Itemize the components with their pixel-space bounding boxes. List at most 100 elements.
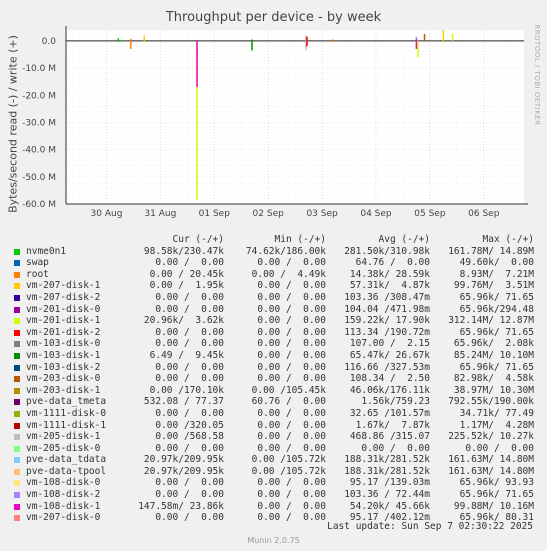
legend-max: 65.96k/ 71.65 — [459, 326, 534, 338]
legend-name: vm-205-disk-1 — [26, 431, 101, 443]
legend-min: 0.00 / 0.00 — [257, 407, 326, 419]
legend-swatch — [14, 480, 20, 487]
legend-swatch — [14, 422, 20, 429]
legend-cur: 0.00 / 0.00 — [155, 373, 224, 385]
legend-max: 65.96k/ 80.31 — [459, 512, 534, 524]
legend-max: 161.78M/ 14.89M — [448, 245, 534, 257]
legend-swatch — [14, 271, 20, 278]
legend-max: 161.63M/ 14.80M — [448, 465, 534, 477]
legend-avg: 95.17 /402.12m — [349, 512, 430, 524]
y-tick-label: -50.0 M — [22, 173, 56, 183]
legend-cur: 0.00 / 0.00 — [155, 303, 224, 315]
legend-cur: 20.96k/ 3.62k — [143, 315, 224, 327]
legend-min: 0.00 / 0.00 — [257, 489, 326, 501]
x-tick-label: 03 Sep — [306, 209, 338, 219]
legend-min: 0.00 / 0.00 — [257, 419, 326, 431]
legend-name: vm-207-disk-0 — [26, 512, 101, 524]
x-tick-label: 02 Sep — [253, 209, 285, 219]
legend-cur: 0.00 / 20.45k — [149, 268, 224, 280]
legend-max: 0.00 / 0.00 — [465, 442, 534, 454]
legend-min: 0.00 / 0.00 — [257, 257, 326, 269]
legend-swatch — [14, 318, 20, 325]
legend-cur: 0.00 / 0.00 — [155, 489, 224, 501]
legend-avg: 65.47k/ 26.67k — [349, 349, 430, 361]
legend-name: vm-103-disk-1 — [26, 349, 101, 361]
legend-swatch — [14, 248, 20, 255]
legend-swatch — [14, 410, 20, 417]
legend-name: root — [26, 268, 49, 280]
legend-max: 99.76M/ 3.51M — [453, 280, 534, 292]
x-tick-label: 01 Sep — [199, 209, 231, 219]
y-tick-label: -10.0 M — [22, 64, 56, 74]
legend-cur: 0.00 / 0.00 — [155, 326, 224, 338]
legend-avg: 1.56k/759.23 — [361, 396, 430, 408]
legend-swatch — [14, 364, 20, 371]
legend-name: vm-201-disk-0 — [26, 303, 101, 315]
legend-name: nvme0n1 — [26, 245, 67, 257]
legend-cur: 20.97k/209.95k — [143, 454, 224, 466]
legend-name: vm-207-disk-2 — [26, 291, 101, 303]
legend-name: vm-203-disk-1 — [26, 384, 101, 396]
legend-cur: 0.00 /170.10k — [149, 384, 224, 396]
legend-cur: 0.00 / 0.00 — [155, 477, 224, 489]
legend-name: vm-203-disk-0 — [26, 373, 101, 385]
chart-title: Throughput per device - by week — [165, 10, 382, 25]
legend-swatch — [14, 306, 20, 313]
legend-swatch — [14, 457, 20, 464]
legend-cur: 532.08 / 77.37 — [143, 396, 224, 408]
legend-name: vm-1111-disk-0 — [26, 407, 107, 419]
legend-avg: 108.34 / 2.50 — [349, 373, 430, 385]
legend-max: 792.55k/190.00k — [448, 396, 534, 408]
legend-swatch — [14, 387, 20, 394]
legend-avg: 14.38k/ 28.59k — [349, 268, 430, 280]
legend-avg: 159.22k/ 17.90k — [344, 315, 430, 327]
legend-cur: 0.00 / 0.00 — [155, 512, 224, 524]
legend-max: 65.96k/294.48 — [459, 303, 534, 315]
legend-min: 0.00 /105.72k — [251, 465, 326, 477]
legend-name: vm-108-disk-0 — [26, 477, 101, 489]
legend-max: 85.24M/ 10.10M — [453, 349, 534, 361]
legend-avg: 46.06k/176.11k — [349, 384, 430, 396]
x-tick-label: 31 Aug — [144, 209, 176, 219]
legend-avg: 54.20k/ 45.66k — [349, 500, 430, 512]
legend-min: 0.00 / 0.00 — [257, 477, 326, 489]
legend-swatch — [14, 515, 20, 522]
legend-cur: 0.00 / 0.00 — [155, 257, 224, 269]
legend-name: vm-205-disk-0 — [26, 442, 101, 454]
legend-avg: 107.00 / 2.15 — [349, 338, 430, 350]
legend-avg: 32.65 /101.57m — [349, 407, 430, 419]
legend-avg: 104.04 /471.98m — [344, 303, 430, 315]
legend-min: 0.00 / 4.49k — [251, 268, 326, 280]
legend-cur: 0.00 /320.05 — [155, 419, 224, 431]
legend-avg: 281.50k/310.98k — [344, 245, 430, 257]
legend-avg: 188.31k/281.52k — [344, 454, 430, 466]
legend-swatch — [14, 352, 20, 359]
legend-min: 74.62k/186.00k — [245, 245, 326, 257]
legend-name: swap — [26, 257, 49, 269]
legend-min: 0.00 / 0.00 — [257, 361, 326, 373]
legend-name: pve-data_tmeta — [26, 396, 107, 408]
legend-cur: 0.00 / 0.00 — [155, 407, 224, 419]
plot-area: 0.0 -10.0 M -20.0 M -30.0 M -40.0 M -50.0 M -6… — [22, 26, 528, 219]
legend-swatch — [14, 503, 20, 510]
legend-swatch — [14, 260, 20, 267]
legend-max: 1.17M/ 4.28M — [459, 419, 534, 431]
legend-cur: 147.58m/ 23.86k — [138, 500, 224, 512]
x-tick-label: 06 Sep — [468, 209, 500, 219]
legend-swatch — [14, 445, 20, 452]
legend-header-cur: Cur (-/+) — [172, 234, 224, 245]
legend-name: vm-103-disk-2 — [26, 361, 101, 373]
legend-swatch — [14, 294, 20, 301]
y-tick-label: -60.0 M — [22, 200, 56, 210]
legend-max: 65.96k/ 93.93 — [459, 477, 534, 489]
legend-avg: 468.86 /315.07 — [349, 431, 430, 443]
legend-avg: 95.17 /139.03m — [349, 477, 430, 489]
legend-header-avg: Avg (-/+) — [378, 234, 430, 245]
legend-avg: 103.36 / 72.44m — [344, 489, 430, 501]
legend-cur: 0.00 / 0.00 — [155, 338, 224, 350]
legend-min: 0.00 / 0.00 — [257, 280, 326, 292]
legend-max: 38.97M/ 10.30M — [453, 384, 534, 396]
legend-max: 65.96k/ 71.65 — [459, 489, 534, 501]
legend-cur: 20.97k/209.95k — [143, 465, 224, 477]
legend-max: 82.98k/ 4.58k — [453, 373, 534, 385]
